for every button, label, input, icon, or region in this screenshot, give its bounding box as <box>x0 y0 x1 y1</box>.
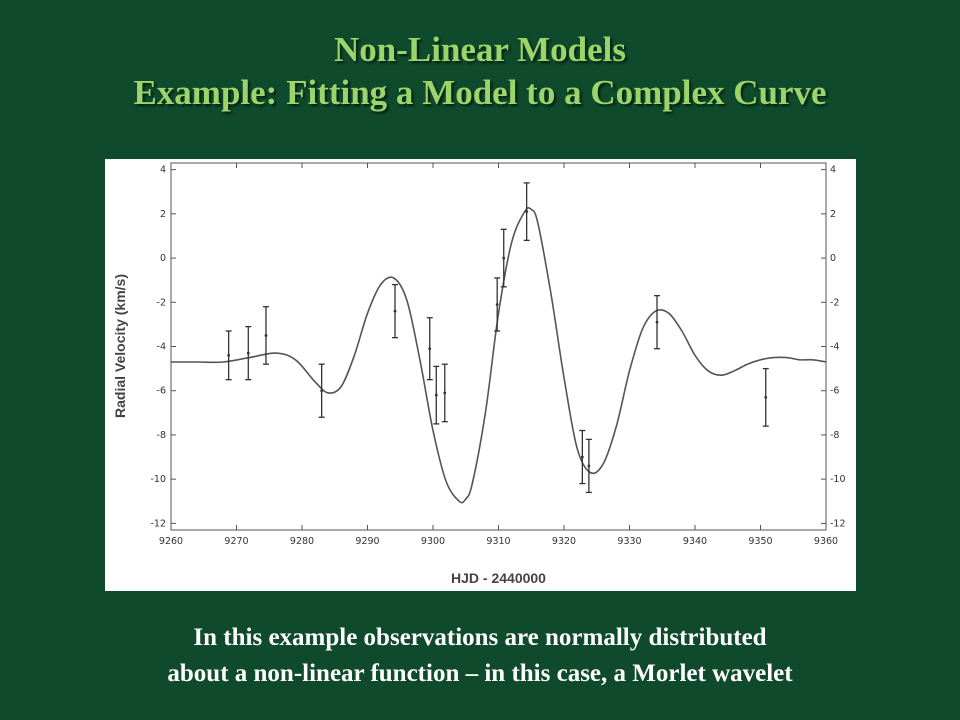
data-point <box>502 256 506 260</box>
right-y-tick-label: -6 <box>830 386 839 397</box>
x-tick-label: 9360 <box>814 536 838 547</box>
data-point <box>227 353 231 357</box>
data-point <box>320 389 324 393</box>
data-point <box>246 351 250 355</box>
observation-point <box>225 330 232 381</box>
y-tick-label: 0 <box>160 253 166 264</box>
y-tick-label: -4 <box>157 342 166 353</box>
y-tick-label: -2 <box>157 297 166 308</box>
right-y-tick-label: 0 <box>830 253 836 264</box>
x-tick-label: 9260 <box>159 536 183 547</box>
observation-point <box>433 365 440 425</box>
x-tick-label: 9280 <box>290 536 314 547</box>
x-tick-label: 9300 <box>421 536 445 547</box>
data-point <box>495 303 499 306</box>
observation-point <box>245 325 252 381</box>
y-tick-label: -10 <box>150 474 166 485</box>
observation-point <box>579 429 586 485</box>
right-y-tick-label: 2 <box>830 209 836 220</box>
plot-frame <box>170 162 827 531</box>
observation-point <box>392 283 399 339</box>
right-y-tick-label: -12 <box>830 518 846 529</box>
x-tick-label: 9270 <box>224 536 248 547</box>
data-point <box>434 393 438 397</box>
right-y-tick-label: -10 <box>830 474 846 485</box>
right-y-tick-label: -2 <box>830 297 839 308</box>
x-tick-label: 9320 <box>552 536 576 547</box>
data-point <box>764 395 768 399</box>
x-tick-label: 9290 <box>355 536 379 547</box>
data-point <box>393 309 397 313</box>
right-y-tick-label: -4 <box>830 342 839 353</box>
title-line-1: Non-Linear Models <box>334 30 626 69</box>
right-y-tick-label: -8 <box>830 430 839 441</box>
title-line-2: Example: Fitting a Model to a Complex Cu… <box>133 73 827 112</box>
right-axis-ticks: 4 2 0 -2 -4 -6 -8 -10 -12 <box>821 165 846 529</box>
observation-point <box>585 438 592 494</box>
data-point <box>264 334 268 337</box>
x-tick-label: 9310 <box>486 536 510 547</box>
radial-velocity-chart: 9260 9270 9280 9290 9300 9310 9320 9330 9340 9350… <box>112 162 846 586</box>
x-tick-label: 9350 <box>748 536 772 547</box>
slide-caption: In this example observations are normall… <box>0 620 960 692</box>
x-axis-ticks: 9260 9270 9280 9290 9300 9310 9320 9330 9340 9350… <box>159 163 838 547</box>
y-tick-label: -12 <box>150 518 166 529</box>
observation-point <box>762 367 769 427</box>
data-point <box>428 347 432 351</box>
y-axis-title: Radial Velocity (km/s) <box>112 274 128 418</box>
right-y-tick-label: 4 <box>830 165 836 176</box>
morlet-fit-curve <box>171 206 827 504</box>
x-axis-title: HJD - 2440000 <box>451 570 546 586</box>
data-point <box>525 210 529 214</box>
x-tick-label: 9340 <box>683 536 707 547</box>
y-tick-label: -8 <box>157 430 166 441</box>
data-point <box>587 464 591 468</box>
observation-point <box>654 295 661 350</box>
observation-point <box>441 363 448 423</box>
observation-point <box>426 317 433 381</box>
observation-point <box>262 306 269 365</box>
y-tick-label: -6 <box>157 386 166 397</box>
x-tick-label: 9330 <box>617 536 641 547</box>
y-tick-label: 4 <box>160 165 166 176</box>
y-axis-ticks: 4 2 0 -2 -4 -6 -8 -10 -12 <box>150 165 176 529</box>
data-point <box>580 455 584 459</box>
data-point <box>655 320 659 324</box>
caption-line-2: about a non-linear function – in this ca… <box>167 660 793 687</box>
caption-line-1: In this example observations are normall… <box>193 624 767 651</box>
slide-title: Non-Linear Models Example: Fitting a Mod… <box>0 28 960 114</box>
observation-point <box>500 228 507 288</box>
observation-point <box>318 363 325 418</box>
observations <box>225 182 769 494</box>
data-point <box>443 391 447 395</box>
y-tick-label: 2 <box>160 209 166 220</box>
observation-point <box>523 182 530 242</box>
observation-point <box>494 277 501 332</box>
figure-panel: 9260 9270 9280 9290 9300 9310 9320 9330 9340 9350… <box>105 159 856 591</box>
